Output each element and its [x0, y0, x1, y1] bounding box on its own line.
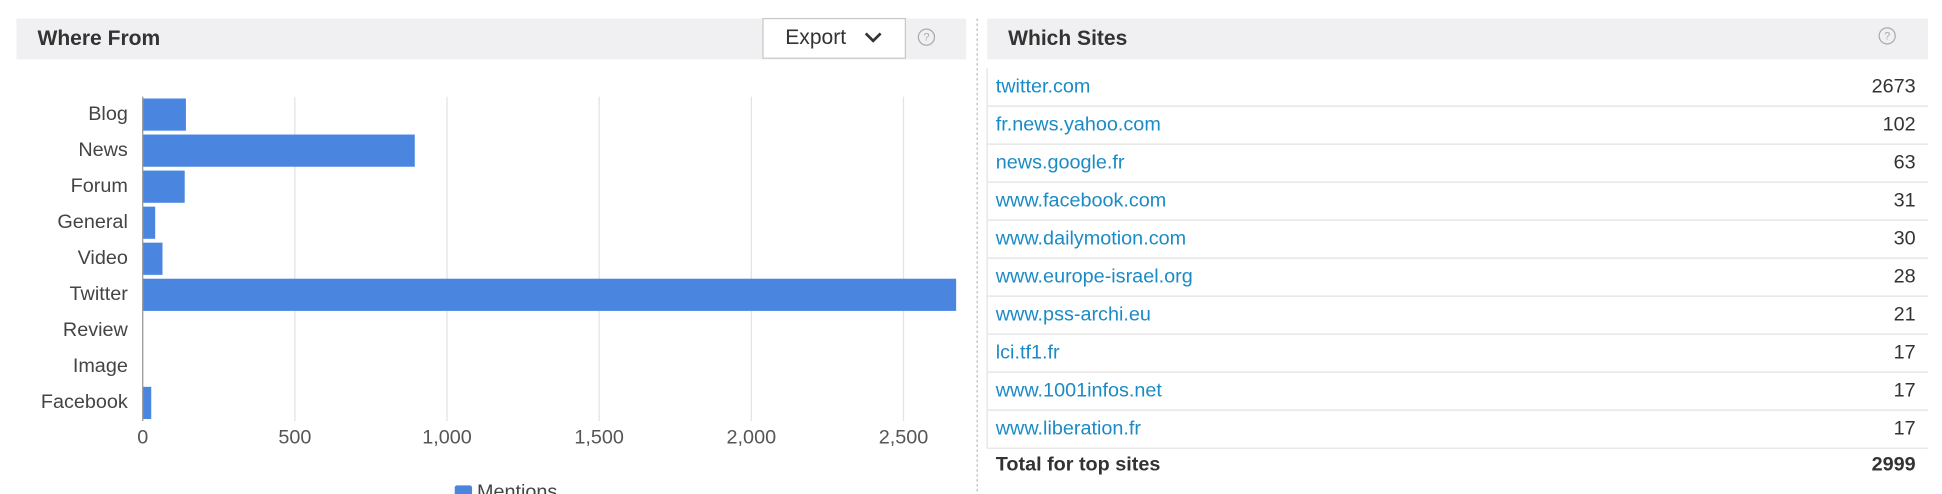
- help-icon[interactable]: ?: [917, 28, 936, 46]
- site-link[interactable]: lci.tf1.fr: [996, 341, 1060, 363]
- site-link[interactable]: news.google.fr: [996, 151, 1125, 173]
- site-count: 21: [1894, 303, 1916, 325]
- help-icon[interactable]: ?: [1878, 27, 1896, 45]
- total-value: 2999: [1872, 454, 1916, 476]
- button-label: Export: [785, 26, 846, 49]
- site-link[interactable]: www.1001infos.net: [995, 379, 1163, 401]
- x-tick-label: 0: [137, 427, 148, 449]
- table-title: Which Sites: [1008, 27, 1127, 50]
- button-frame: [762, 17, 906, 59]
- bar: [142, 278, 957, 311]
- site-count: 17: [1894, 341, 1916, 363]
- legend-swatch: [454, 485, 473, 494]
- site-link[interactable]: www.pss-archi.eu: [995, 303, 1151, 325]
- panel-header: [987, 18, 1929, 60]
- y-tick-label: News: [78, 139, 128, 161]
- site-count: 31: [1894, 189, 1916, 211]
- y-tick-label: Video: [78, 247, 128, 269]
- x-tick-label: 1,500: [574, 427, 624, 449]
- legend-label: Mentions: [477, 481, 557, 494]
- total-label: Total for top sites: [996, 454, 1161, 476]
- bar: [142, 170, 185, 203]
- y-tick-label: Forum: [71, 175, 128, 197]
- y-tick-label: Image: [73, 355, 128, 377]
- y-tick-label: Review: [63, 319, 129, 341]
- site-link[interactable]: www.liberation.fr: [995, 417, 1142, 439]
- chart-title: Where From: [37, 27, 160, 50]
- chevron-icon: [864, 32, 882, 43]
- site-link[interactable]: www.europe-israel.org: [995, 265, 1193, 287]
- site-link[interactable]: twitter.com: [996, 75, 1091, 97]
- bar: [142, 206, 156, 239]
- site-link[interactable]: www.dailymotion.com: [995, 227, 1186, 249]
- svg-text:?: ?: [1884, 30, 1890, 42]
- site-count: 2673: [1872, 75, 1916, 97]
- bar: [142, 242, 163, 275]
- y-tick-label: General: [57, 211, 127, 233]
- bar: [142, 386, 152, 420]
- site-link[interactable]: fr.news.yahoo.com: [996, 113, 1161, 135]
- site-link[interactable]: www.facebook.com: [995, 189, 1167, 211]
- y-tick-label: Facebook: [41, 391, 128, 413]
- site-count: 30: [1894, 227, 1916, 249]
- export-button[interactable]: Export: [762, 17, 906, 59]
- site-count: 102: [1883, 113, 1916, 135]
- site-count: 63: [1894, 151, 1916, 173]
- y-tick-label: Twitter: [70, 283, 129, 305]
- bar: [142, 134, 415, 167]
- site-count: 17: [1894, 417, 1916, 439]
- site-count: 17: [1894, 379, 1916, 401]
- site-count: 28: [1894, 265, 1916, 287]
- svg-text:?: ?: [923, 32, 929, 44]
- y-tick-label: Blog: [88, 103, 128, 125]
- bar: [142, 98, 186, 131]
- x-tick-label: 2,500: [879, 427, 929, 449]
- x-tick-label: 2,000: [727, 427, 777, 449]
- x-tick-label: 500: [278, 427, 311, 449]
- x-tick-label: 1,000: [422, 427, 472, 449]
